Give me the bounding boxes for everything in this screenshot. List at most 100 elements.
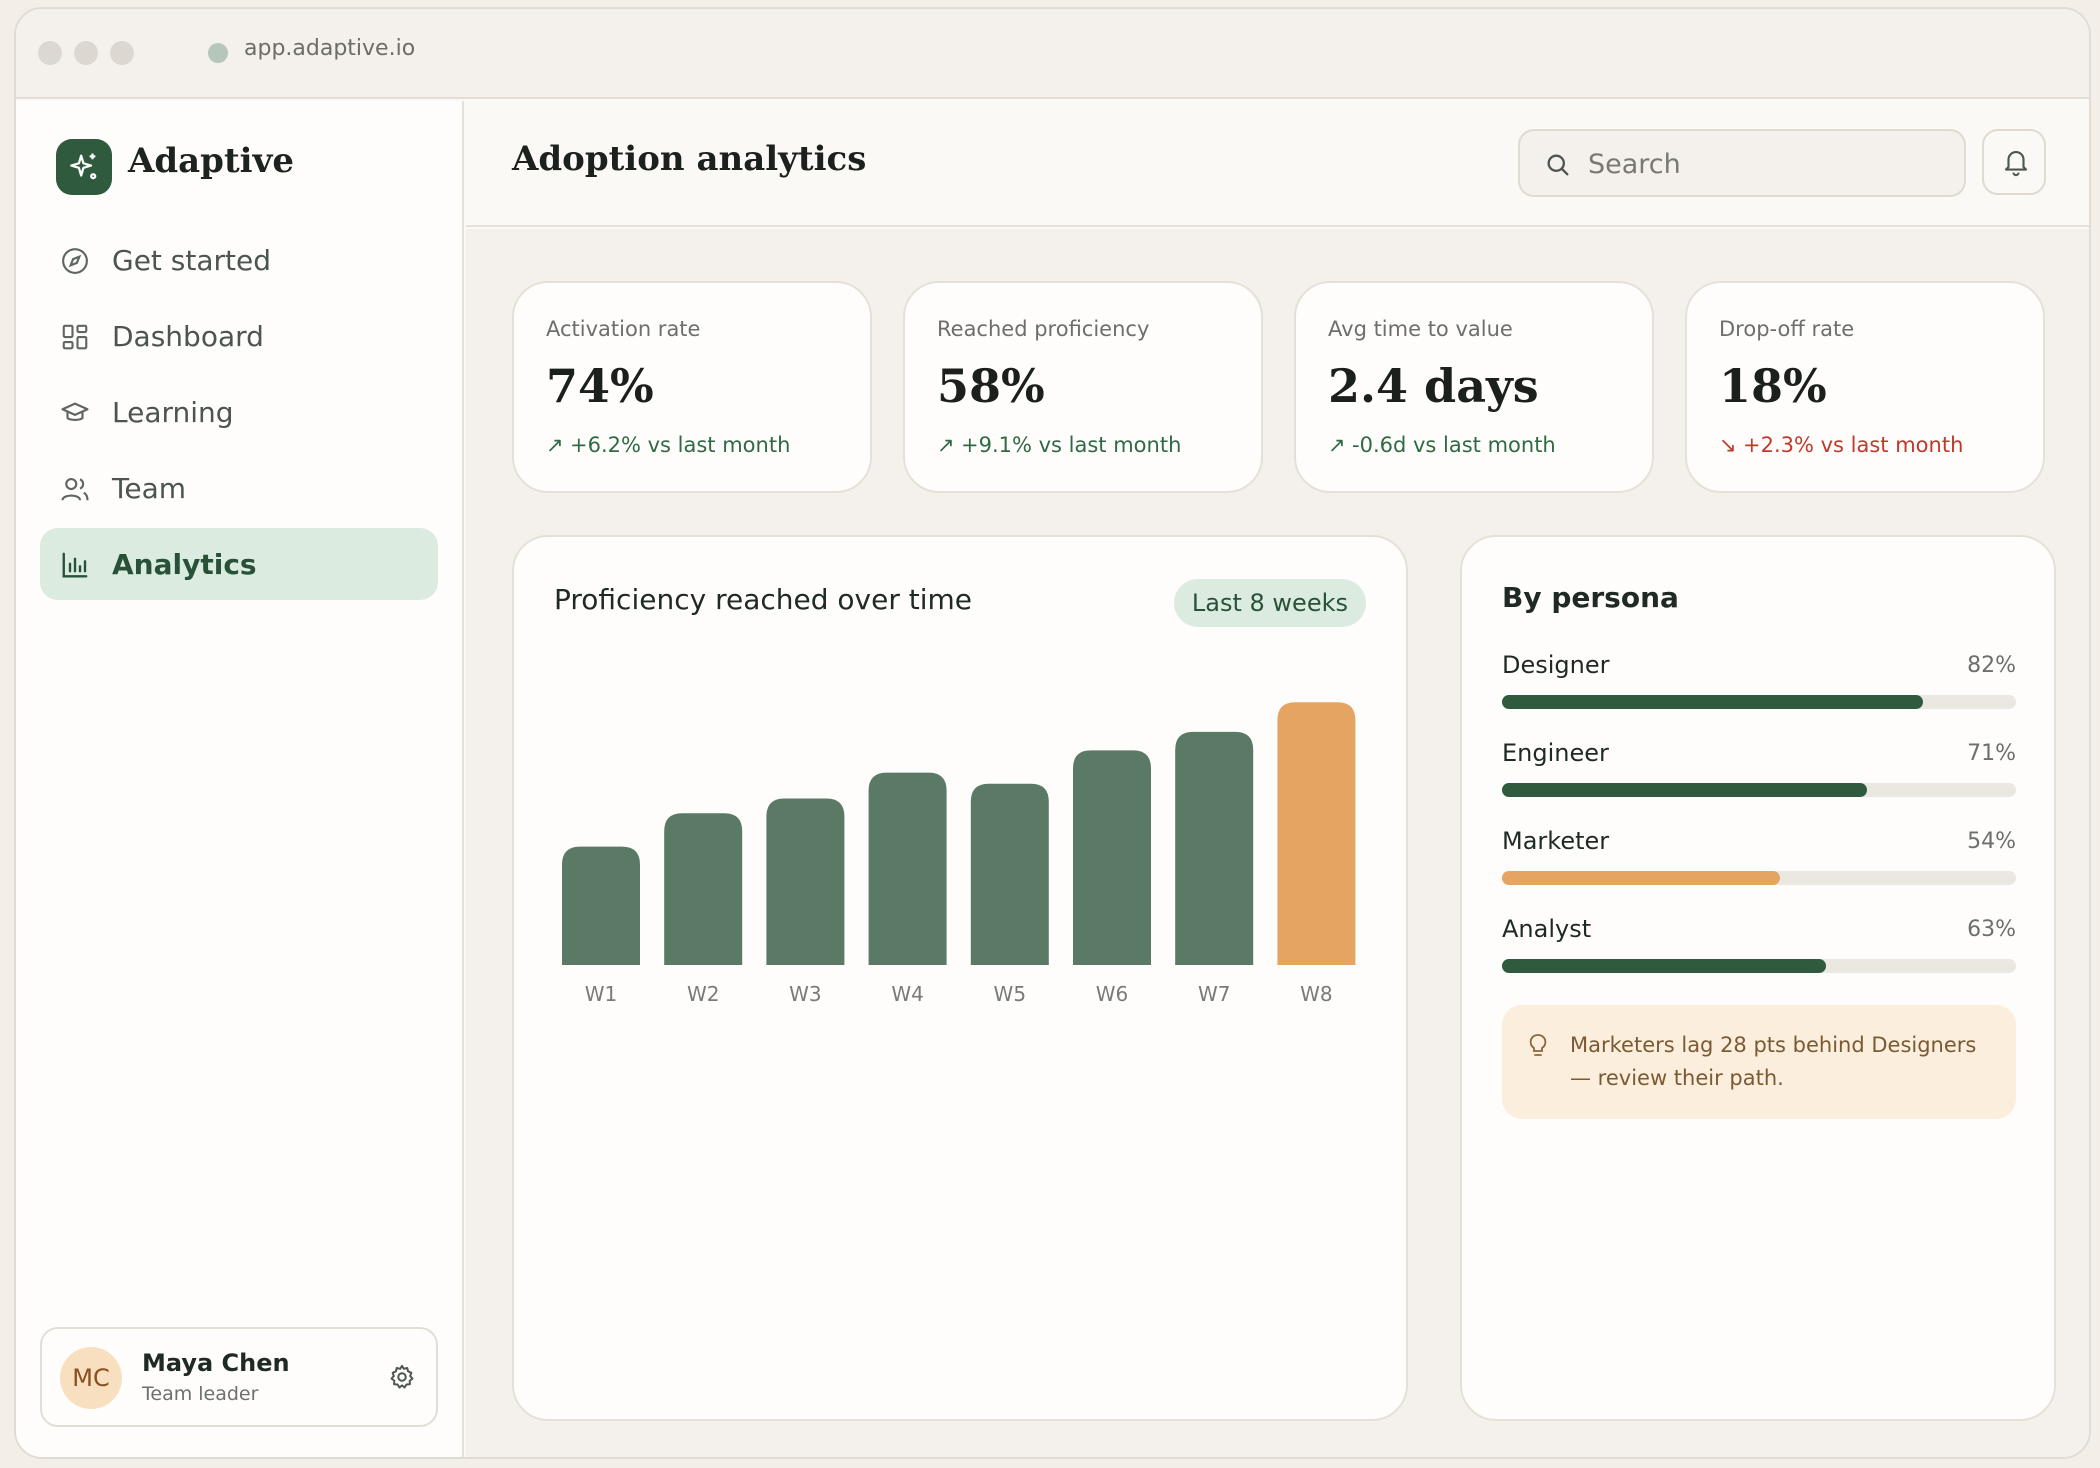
- chart-bar-w4[interactable]: [868, 772, 947, 965]
- notifications-button[interactable]: [1982, 129, 2046, 195]
- persona-title: By persona: [1502, 581, 1679, 614]
- persona-percent: 54%: [1967, 829, 2016, 854]
- trend-up-arrow-icon: ↗: [1328, 433, 1346, 457]
- kpi-label: Activation rate: [546, 317, 701, 341]
- persona-progress-fill: [1502, 783, 1867, 797]
- chart-bar-w7[interactable]: [1175, 731, 1254, 965]
- kpi-card-drop-off: Drop-off rate 18% ↘ +2.3% vs last month: [1685, 281, 2045, 493]
- nav-label: Dashboard: [112, 320, 264, 353]
- chart-bar-w2[interactable]: [664, 813, 743, 965]
- compass-icon: [62, 248, 88, 274]
- kpi-label: Avg time to value: [1328, 317, 1513, 341]
- app-window: app.adaptive.io Adaptive Get started Das…: [14, 7, 2091, 1459]
- window-maximize-dot[interactable]: [110, 41, 134, 65]
- trend-up-arrow-icon: ↗: [546, 433, 564, 457]
- kpi-value: 18%: [1719, 359, 1827, 413]
- browser-titlebar: app.adaptive.io: [16, 9, 2089, 99]
- persona-percent: 82%: [1967, 653, 2016, 678]
- sparkle-logo-icon: [56, 139, 112, 195]
- insight-callout: Marketers lag 28 pts behind Designers — …: [1502, 1005, 2016, 1119]
- kpi-card-proficiency: Reached proficiency 58% ↗ +9.1% vs last m…: [903, 281, 1263, 493]
- chart-bar-w6[interactable]: [1073, 750, 1151, 965]
- chart-bar-w1[interactable]: [562, 846, 640, 965]
- search-placeholder: Search: [1588, 149, 1681, 180]
- bell-icon: [2004, 151, 2028, 177]
- user-profile-card[interactable]: MC Maya Chen Team leader: [40, 1327, 438, 1427]
- top-bar: Adoption analytics Search: [466, 101, 2089, 227]
- persona-progress-fill: [1502, 695, 1924, 709]
- persona-progress-fill: [1502, 871, 1780, 885]
- kpi-delta: ↗ -0.6d vs last month: [1328, 433, 1556, 457]
- graduation-cap-icon: [61, 402, 89, 421]
- insight-text: Marketers lag 28 pts behind Designers — …: [1570, 1033, 1977, 1090]
- persona-name: Engineer: [1502, 739, 1609, 767]
- user-name: Maya Chen: [142, 1349, 290, 1377]
- x-tick-label: W1: [585, 982, 618, 1006]
- kpi-value: 2.4 days: [1328, 359, 1539, 413]
- persona-progress-track: [1502, 695, 2016, 709]
- sidebar: Adaptive Get started Dashboard Learning: [16, 101, 464, 1457]
- window-close-dot[interactable]: [38, 41, 62, 65]
- kpi-card-activation: Activation rate 74% ↗ +6.2% vs last month: [512, 281, 872, 493]
- x-tick-label: W7: [1198, 982, 1231, 1006]
- nav-item-learning[interactable]: Learning: [40, 376, 438, 448]
- nav-item-team[interactable]: Team: [40, 452, 438, 524]
- kpi-card-time-to-value: Avg time to value 2.4 days ↗ -0.6d vs las…: [1294, 281, 1654, 493]
- chart-bar-w3[interactable]: [766, 798, 845, 966]
- lightbulb-icon: [1529, 1034, 1547, 1056]
- persona-row: Engineer 71%: [1502, 739, 2016, 799]
- user-role: Team leader: [142, 1383, 259, 1405]
- persona-progress-track: [1502, 783, 2016, 797]
- kpi-label: Reached proficiency: [937, 317, 1150, 341]
- persona-row: Designer 82%: [1502, 651, 2016, 711]
- persona-breakdown-card: By persona Designer 82% Engineer 71% Markete…: [1460, 535, 2056, 1421]
- site-status-icon: [208, 43, 228, 63]
- kpi-label: Drop-off rate: [1719, 317, 1855, 341]
- nav-label: Learning: [112, 396, 234, 429]
- users-icon: [61, 477, 89, 501]
- kpi-value: 74%: [546, 359, 654, 413]
- persona-percent: 63%: [1967, 917, 2016, 942]
- x-tick-label: W2: [687, 982, 720, 1006]
- persona-name: Marketer: [1502, 827, 1610, 855]
- persona-name: Analyst: [1502, 915, 1592, 943]
- gear-icon[interactable]: [388, 1363, 416, 1391]
- persona-row: Marketer 54%: [1502, 827, 2016, 887]
- search-input[interactable]: Search: [1518, 129, 1966, 197]
- nav-label: Get started: [112, 244, 272, 277]
- proficiency-chart-card: W1 W2 W3 W4 W5 W6 W7 W8 Proficiency reached ove…: [512, 535, 1408, 1421]
- address-bar-url[interactable]: app.adaptive.io: [244, 36, 416, 61]
- chart-bar-w5[interactable]: [970, 783, 1049, 965]
- kpi-value: 58%: [937, 359, 1045, 413]
- persona-percent: 71%: [1967, 741, 2016, 766]
- persona-progress-fill: [1502, 959, 1826, 973]
- dashboard-grid-icon: [62, 324, 88, 350]
- date-range-pill[interactable]: Last 8 weeks: [1173, 579, 1366, 627]
- proficiency-bar-chart: W1 W2 W3 W4 W5 W6 W7 W8: [562, 702, 1356, 1006]
- nav-label: Team: [112, 472, 187, 505]
- trend-up-arrow-icon: ↗: [937, 433, 955, 457]
- main-content: Activation rate 74% ↗ +6.2% vs last month…: [466, 229, 2089, 1457]
- chart-title: Proficiency reached over time: [554, 583, 972, 616]
- window-minimize-dot[interactable]: [74, 41, 98, 65]
- persona-name: Designer: [1502, 651, 1610, 679]
- kpi-delta: ↘ +2.3% vs last month: [1719, 433, 1964, 457]
- nav-item-dashboard[interactable]: Dashboard: [40, 300, 438, 372]
- x-tick-label: W3: [789, 982, 822, 1006]
- bar-chart-icon: [62, 552, 88, 578]
- kpi-delta: ↗ +6.2% vs last month: [546, 433, 791, 457]
- nav-item-analytics[interactable]: Analytics: [40, 528, 438, 600]
- x-tick-label: W4: [891, 982, 924, 1006]
- nav-item-get-started[interactable]: Get started: [40, 224, 438, 296]
- x-tick-label: W5: [994, 982, 1027, 1006]
- persona-progress-track: [1502, 871, 2016, 885]
- nav-label: Analytics: [112, 548, 257, 581]
- avatar: MC: [60, 1347, 122, 1409]
- chart-bar-w8[interactable]: [1277, 702, 1356, 965]
- page-title: Adoption analytics: [512, 139, 867, 179]
- kpi-delta: ↗ +9.1% vs last month: [937, 433, 1182, 457]
- persona-row: Analyst 63%: [1502, 915, 2016, 975]
- persona-progress-track: [1502, 959, 2016, 973]
- brand-name: Adaptive: [128, 141, 294, 181]
- search-icon: [1547, 154, 1569, 176]
